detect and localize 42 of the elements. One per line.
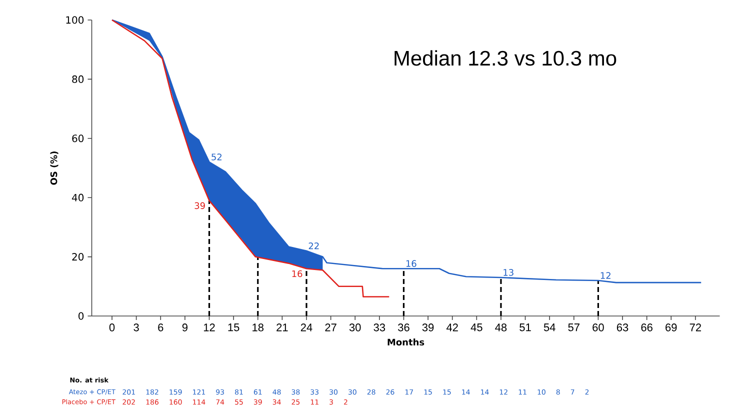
x-tick-label: 57 bbox=[568, 324, 580, 332]
x-tick-label: 60 bbox=[592, 324, 604, 332]
y-tick-label: 60 bbox=[72, 134, 84, 142]
x-tick-label: 12 bbox=[204, 324, 215, 332]
data-label: 13 bbox=[504, 269, 514, 276]
x-tick-label: 3 bbox=[134, 324, 139, 332]
line-series bbox=[111, 19, 390, 298]
x-tick-label: 9 bbox=[182, 324, 188, 332]
x-tick-label: 48 bbox=[495, 324, 507, 332]
x-tick-label: 18 bbox=[252, 324, 264, 332]
x-tick-label: 42 bbox=[446, 324, 458, 332]
x-tick-label: 51 bbox=[520, 324, 531, 332]
x-axis-title: Months bbox=[388, 338, 424, 346]
data-label: 52 bbox=[212, 154, 222, 160]
x-tick-label: 27 bbox=[325, 324, 336, 332]
annotation: Median 12.3 vs 10.3 mo bbox=[394, 50, 616, 66]
x-tick-label: 69 bbox=[666, 324, 677, 332]
x-tick-label: 33 bbox=[374, 324, 386, 332]
y-tick-label: 0 bbox=[78, 312, 84, 320]
x-tick-label: 72 bbox=[690, 324, 701, 332]
data-label: 12 bbox=[600, 272, 610, 279]
x-tick-label: 63 bbox=[616, 324, 628, 332]
x-tick-label: 30 bbox=[349, 324, 361, 332]
x-tick-label: 15 bbox=[228, 324, 240, 332]
data-label: 22 bbox=[308, 242, 319, 250]
y-tick-label: 80 bbox=[72, 75, 84, 83]
y-tick-label: 20 bbox=[72, 253, 84, 261]
y-axis-title: OS (%) bbox=[50, 152, 58, 185]
x-tick-label: 66 bbox=[641, 324, 652, 332]
x-tick-label: 24 bbox=[300, 324, 312, 332]
x-tick-label: 36 bbox=[398, 324, 410, 332]
data-label: 16 bbox=[406, 260, 416, 267]
x-tick-label: 39 bbox=[422, 324, 434, 332]
x-tick-label: 54 bbox=[544, 324, 556, 332]
y-tick-label: 100 bbox=[66, 16, 84, 24]
x-tick-label: 6 bbox=[158, 324, 164, 332]
x-tick-label: 45 bbox=[470, 324, 482, 332]
data-label: 39 bbox=[194, 202, 205, 210]
y-tick-label: 40 bbox=[72, 194, 84, 202]
data-label: 16 bbox=[292, 270, 302, 278]
x-tick-label: 21 bbox=[276, 324, 288, 332]
x-tick-label: 0 bbox=[109, 324, 115, 332]
